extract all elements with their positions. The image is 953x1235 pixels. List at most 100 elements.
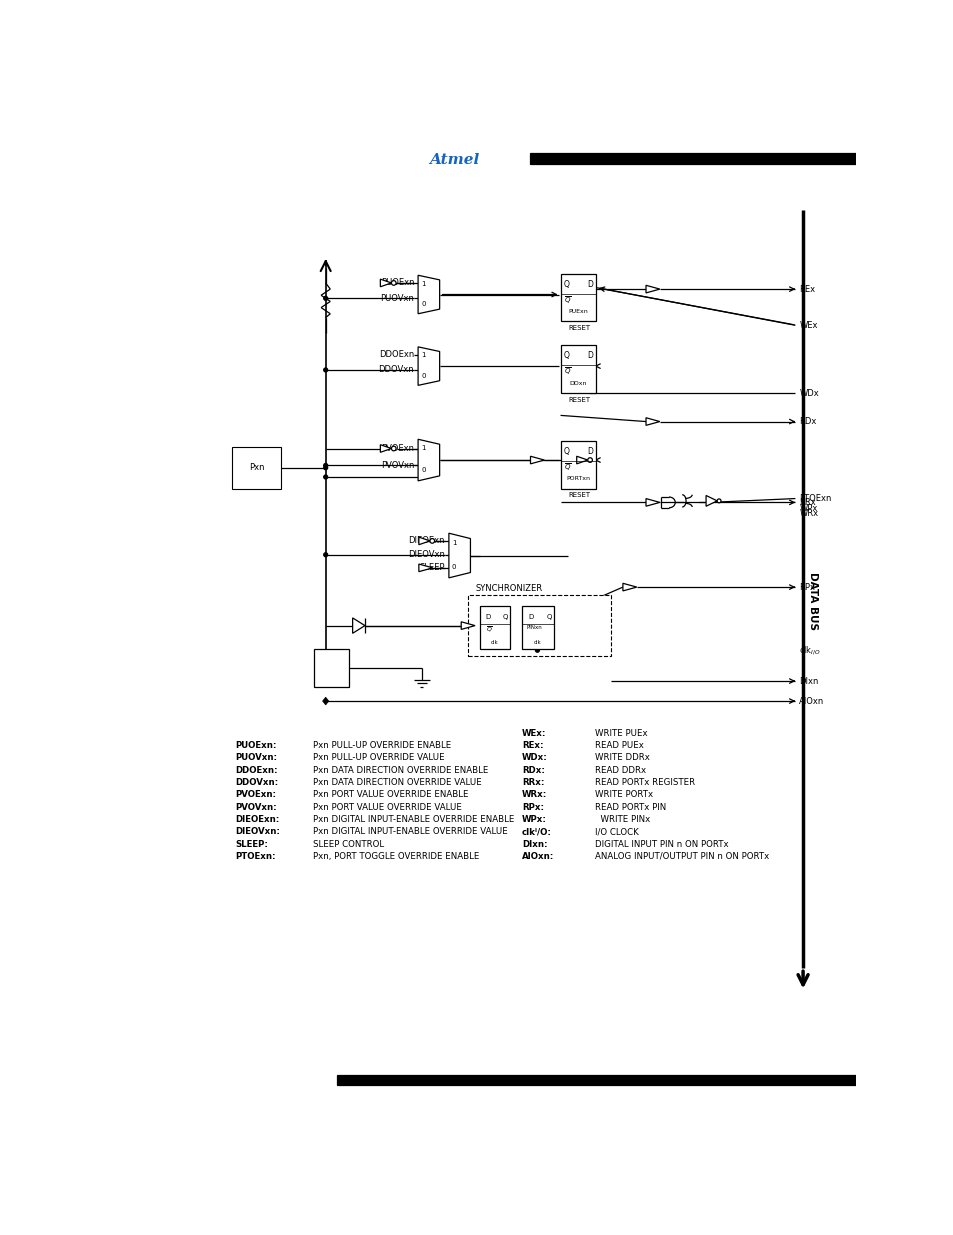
Text: SLEEP CONTROL: SLEEP CONTROL [313,840,383,848]
Polygon shape [417,440,439,480]
Polygon shape [418,564,433,572]
Text: 1: 1 [420,446,425,452]
Text: DIEOVxn: DIEOVxn [408,551,444,559]
Text: Pxn DATA DIRECTION OVERRIDE VALUE: Pxn DATA DIRECTION OVERRIDE VALUE [313,778,481,787]
Text: WRITE PORTx: WRITE PORTx [595,790,653,799]
Bar [479,606,510,648]
Text: PORTxn: PORTxn [566,477,590,482]
Text: DIxn:: DIxn: [521,840,547,848]
Polygon shape [645,417,659,425]
Circle shape [323,475,327,479]
Text: Q: Q [563,351,569,361]
Polygon shape [417,347,439,385]
Circle shape [391,446,395,451]
Text: Pxn DATA DIRECTION OVERRIDE ENABLE: Pxn DATA DIRECTION OVERRIDE ENABLE [313,766,487,774]
Text: Q: Q [502,614,508,620]
Text: Pxn, PORT TOGGLE OVERRIDE ENABLE: Pxn, PORT TOGGLE OVERRIDE ENABLE [313,852,478,861]
Polygon shape [449,534,470,578]
Polygon shape [645,499,659,506]
Text: PVOExn:: PVOExn: [235,790,276,799]
Text: ANALOG INPUT/OUTPUT PIN n ON PORTx: ANALOG INPUT/OUTPUT PIN n ON PORTx [595,852,769,861]
Text: Pxn PORT VALUE OVERRIDE ENABLE: Pxn PORT VALUE OVERRIDE ENABLE [313,790,468,799]
Text: Q: Q [563,279,569,289]
Text: PUOExn: PUOExn [380,278,414,288]
Text: RESET: RESET [568,493,590,499]
Text: REx:: REx: [521,741,543,750]
Text: RDx: RDx [799,417,816,426]
Circle shape [717,499,720,503]
Circle shape [323,553,327,557]
Text: D: D [586,447,592,456]
Text: READ PORTx PIN: READ PORTx PIN [595,803,666,811]
Text: PUOVxn: PUOVxn [380,294,414,303]
Text: REx: REx [799,284,815,294]
Polygon shape [622,583,636,590]
Text: 1: 1 [420,280,425,287]
Text: Pxn PULL-UP OVERRIDE VALUE: Pxn PULL-UP OVERRIDE VALUE [313,753,444,762]
Text: $\overline{Q}$: $\overline{Q}$ [563,462,571,473]
Bar [560,274,596,321]
Polygon shape [353,618,365,634]
Text: WRx: WRx [799,510,818,519]
Text: Pxn PULL-UP OVERRIDE ENABLE: Pxn PULL-UP OVERRIDE ENABLE [313,741,451,750]
Text: DDxn: DDxn [569,382,586,387]
Text: Pxn DIGITAL INPUT-ENABLE OVERRIDE ENABLE: Pxn DIGITAL INPUT-ENABLE OVERRIDE ENABLE [313,815,514,824]
Text: PUOVxn:: PUOVxn: [235,753,277,762]
Text: D: D [528,614,533,620]
Circle shape [323,466,327,469]
Text: Atmel: Atmel [429,153,479,168]
Text: PTOExn:: PTOExn: [235,852,275,861]
Text: $\overline{Q}$: $\overline{Q}$ [563,294,571,305]
Bar [336,1074,856,1086]
Circle shape [535,648,538,652]
Text: READ DDRx: READ DDRx [595,766,645,774]
Text: D: D [485,614,491,620]
Text: 1: 1 [420,352,425,358]
Text: DDOVxn: DDOVxn [378,366,414,374]
Polygon shape [417,275,439,314]
Text: PTOExn: PTOExn [799,494,831,503]
Circle shape [323,463,327,467]
Text: SYNCHRONIZER: SYNCHRONIZER [476,584,542,593]
Text: DIGITAL INPUT PIN n ON PORTx: DIGITAL INPUT PIN n ON PORTx [595,840,728,848]
Text: PUOExn:: PUOExn: [235,741,276,750]
Text: I/O CLOCK: I/O CLOCK [595,827,639,836]
Circle shape [430,538,435,543]
Text: DDOExn:: DDOExn: [235,766,278,774]
Text: RRx:: RRx: [521,778,544,787]
Text: $\overline{Q}$: $\overline{Q}$ [563,366,571,377]
Text: WRITE PUEx: WRITE PUEx [595,729,647,737]
Text: PINxn: PINxn [526,625,542,630]
Bar [314,648,349,687]
Text: clk: clk [491,640,498,645]
Text: DDOVxn:: DDOVxn: [235,778,278,787]
Text: 1: 1 [452,540,456,546]
Text: READ PUEx: READ PUEx [595,741,643,750]
Text: WRx:: WRx: [521,790,547,799]
Text: RESET: RESET [568,396,590,403]
Text: RRx: RRx [799,498,815,506]
Text: SLEEP:: SLEEP: [235,840,268,848]
Polygon shape [577,456,587,464]
Circle shape [587,458,592,462]
Polygon shape [322,698,329,705]
Polygon shape [460,621,475,630]
Text: WRITE DDRx: WRITE DDRx [595,753,649,762]
Text: WEx: WEx [799,321,817,330]
Text: DIxn: DIxn [799,677,818,685]
Text: Pxn PORT VALUE OVERRIDE VALUE: Pxn PORT VALUE OVERRIDE VALUE [313,803,461,811]
Text: clk$_{I/O}$: clk$_{I/O}$ [799,643,821,657]
Polygon shape [645,285,659,293]
Bar [468,595,610,656]
Text: 0: 0 [420,301,425,308]
Bar [560,346,596,393]
Text: PVOExn: PVOExn [381,445,414,453]
Bar [529,153,856,163]
Text: RDx:: RDx: [521,766,544,774]
Polygon shape [530,456,544,464]
Text: Q: Q [563,447,569,456]
Text: WPx:: WPx: [521,815,546,824]
Text: WDx:: WDx: [521,753,547,762]
Text: 0: 0 [420,373,425,379]
Text: RPx:: RPx: [521,803,543,811]
